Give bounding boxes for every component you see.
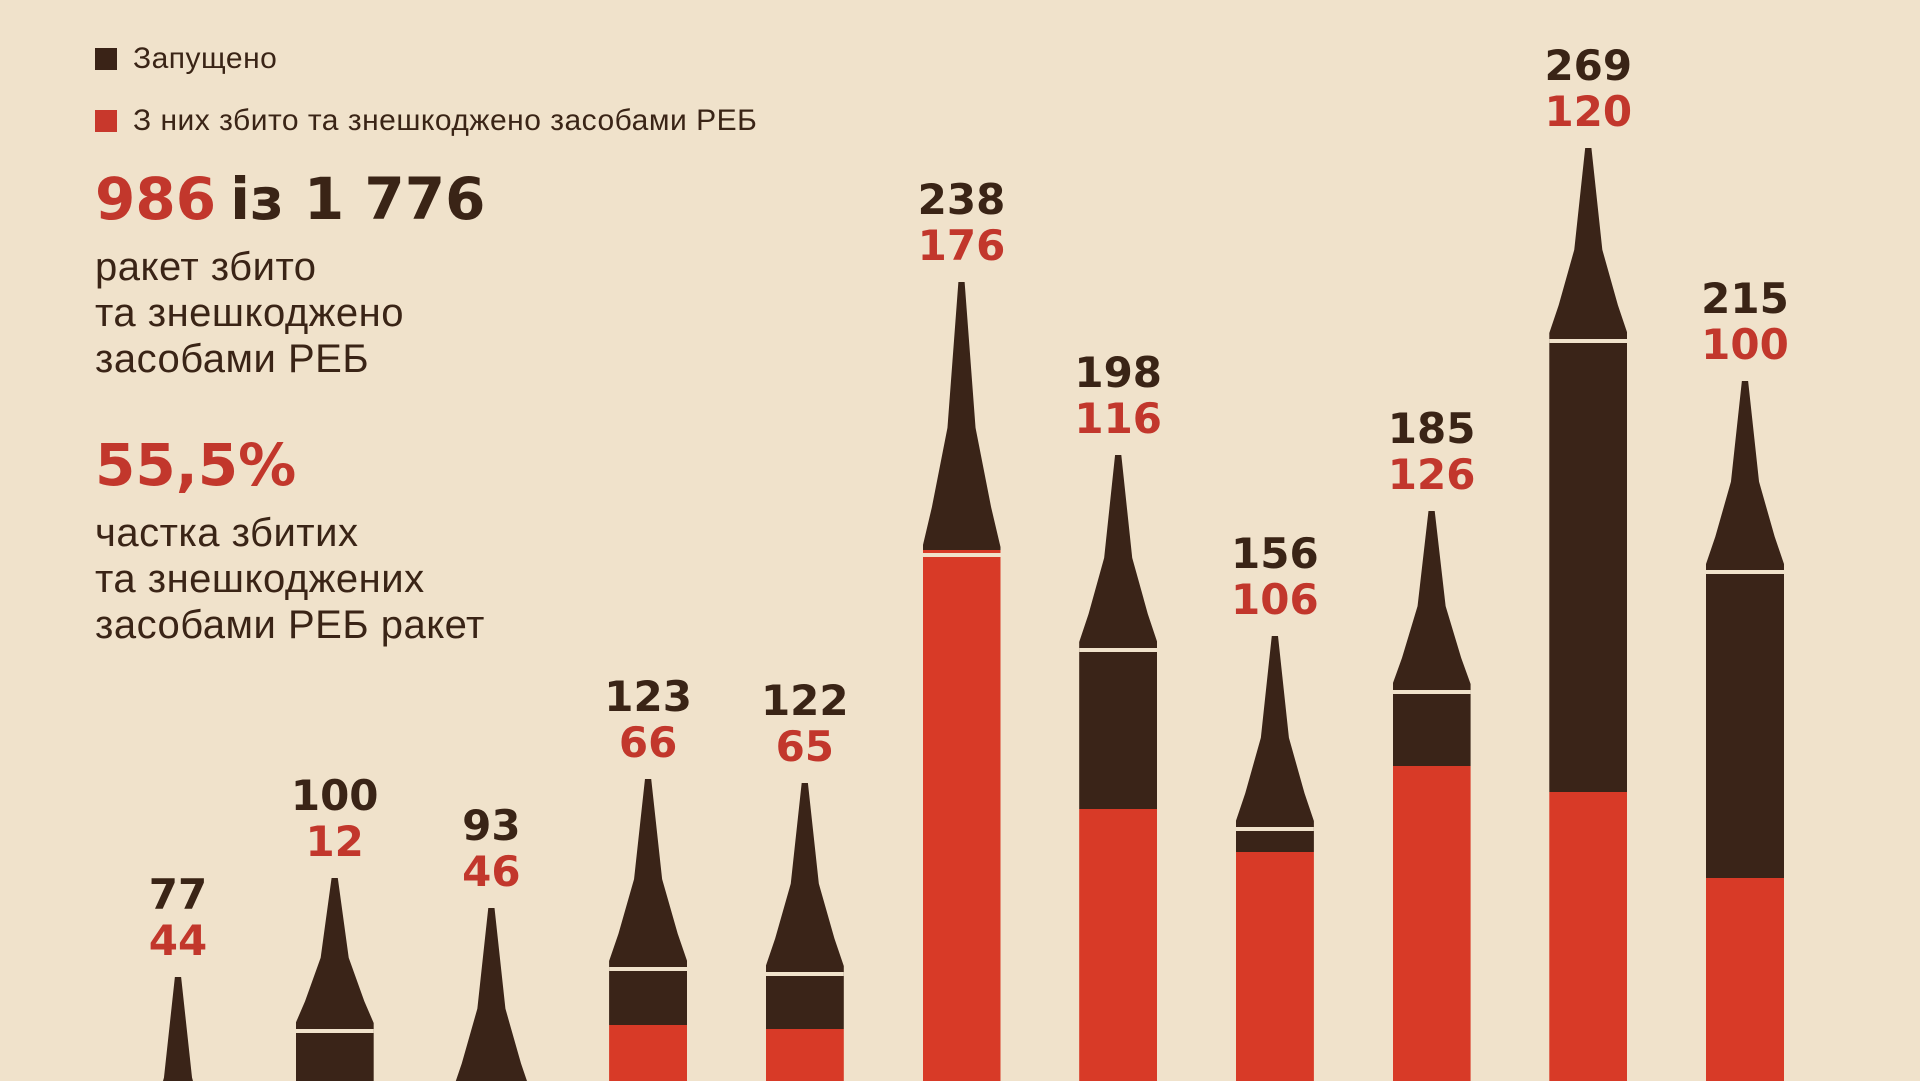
hit-value: 12 [305,817,364,866]
hit-value: 66 [618,718,678,767]
missile-value-labels: 215 100 [1665,276,1825,368]
missile-value-labels: 269 120 [1508,43,1668,135]
legend-label-hit: З них збито та знешкоджено засобами РЕБ [133,104,758,137]
legend-swatch-hit [95,110,117,132]
stat-share-caption-line3: засобами РЕБ ракет [95,603,485,647]
missile-value-labels: 238 176 [882,177,1042,269]
launched-value: 93 [462,801,521,850]
launched-value: 156 [1231,529,1319,578]
missile-bar [1706,381,1784,1081]
launched-value: 77 [148,870,208,919]
hit-value: 46 [462,847,521,896]
missile-seam [1235,827,1314,831]
launched-value: 238 [917,175,1006,224]
missile-bar [1079,455,1158,1081]
legend-swatch-launched [95,48,117,70]
missile-bar [765,783,844,1081]
missile-bar [1235,636,1314,1081]
missile-value-labels: 93 46 [411,803,571,895]
missile-value-labels: 123 66 [568,674,728,766]
missile-bar [295,878,374,1081]
summary-stats: 986 із 1 776 ракет збито та знешкоджено з… [95,168,615,648]
stat-total-hit: 986 із 1 776 ракет збито та знешкоджено з… [95,168,615,382]
hit-value: 116 [1074,394,1163,443]
missile-bar [1392,511,1471,1081]
missile-value-labels: 185 126 [1352,406,1512,498]
missile-seam [1549,339,1628,343]
stat-share: 55,5% частка збитих та знешкоджених засо… [95,434,615,648]
hit-value: 106 [1231,575,1319,624]
stat-total-caption-line1: ракет збито [95,245,317,289]
missile-value-labels: 156 106 [1195,531,1355,623]
launched-value: 185 [1387,404,1476,453]
hit-value: 44 [148,916,208,965]
stat-share-value: 55,5% [95,434,615,496]
hit-value: 100 [1701,320,1789,369]
legend: Запущено З них збито та знешкоджено засо… [95,42,757,138]
launched-value: 215 [1701,274,1789,323]
missile-value-labels: 100 12 [255,773,415,865]
missile-seam [295,1029,374,1033]
missile-value-labels: 198 116 [1038,350,1198,442]
stat-share-highlight: 55,5% [95,431,297,499]
stat-total-value: 986 із 1 776 [95,168,615,230]
stat-share-caption: частка збитих та знешкоджених засобами Р… [95,510,615,648]
missile-seam [1392,690,1471,694]
missile-bar [139,977,217,1081]
missile-seam [922,553,1001,557]
hit-value: 65 [775,722,835,771]
stat-share-caption-line1: частка збитих [95,511,359,555]
missile-bar [1549,148,1628,1081]
missile-value-labels: 122 65 [725,678,885,770]
stat-total-rest: із 1 776 [230,165,486,233]
hit-value: 126 [1387,450,1476,499]
missile-seam [765,972,844,976]
stat-total-caption-line2: та знешкоджено [95,291,404,335]
missile-seam [1706,570,1784,574]
missile-seam [609,967,688,971]
missile-value-labels: 77 44 [98,872,258,964]
stat-total-caption-line3: засобами РЕБ [95,337,370,381]
stat-total-highlight: 986 [95,165,217,233]
stat-total-caption: ракет збито та знешкоджено засобами РЕБ [95,244,615,382]
launched-value: 100 [290,771,379,820]
stat-share-caption-line2: та знешкоджених [95,557,425,601]
hit-value: 120 [1544,87,1633,136]
legend-label-launched: Запущено [133,42,278,75]
launched-value: 198 [1074,348,1163,397]
launched-value: 269 [1544,41,1633,90]
missile-bar [609,779,688,1081]
hit-value: 176 [917,221,1006,270]
legend-item-hit: З них збито та знешкоджено засобами РЕБ [95,104,757,138]
launched-value: 122 [760,676,849,725]
missile-bar [922,282,1001,1081]
launched-value: 123 [604,672,692,721]
missile-seam [1079,648,1158,652]
missile-bar [452,908,531,1081]
legend-item-launched: Запущено [95,42,757,76]
